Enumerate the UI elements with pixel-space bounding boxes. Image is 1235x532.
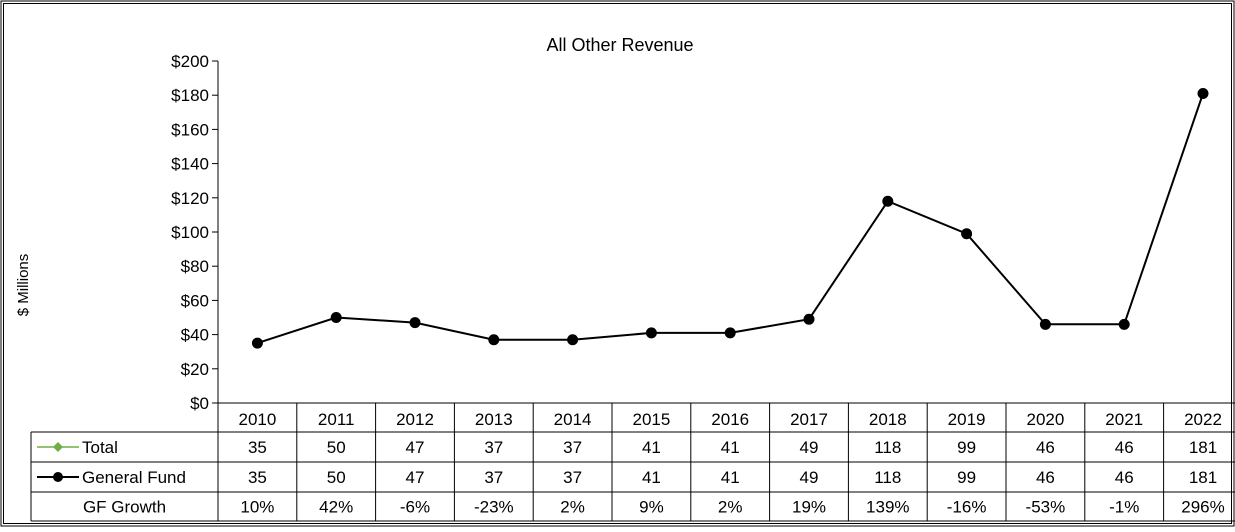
table-cell: 37: [484, 438, 503, 457]
table-cell: 46: [1115, 468, 1134, 487]
table-cell: 181: [1189, 468, 1217, 487]
table-cell: 37: [563, 468, 582, 487]
table-row-label: GF Growth: [83, 498, 166, 517]
x-tick-label: 2010: [238, 410, 276, 429]
table-cell: 41: [721, 468, 740, 487]
table-cell: 42%: [319, 498, 353, 517]
table-cell: 99: [957, 438, 976, 457]
legend-marker-circle: [53, 472, 63, 482]
table-cell: 46: [1036, 468, 1055, 487]
table-cell: 9%: [639, 498, 664, 517]
x-tick-label: 2014: [554, 410, 592, 429]
table-cell: 139%: [866, 498, 909, 517]
table-cell: 50: [327, 438, 346, 457]
table-cell: 49: [800, 438, 819, 457]
plot-area: [251, 87, 1209, 349]
table-cell: 2%: [560, 498, 585, 517]
y-axis-label: $ Millions: [15, 254, 32, 317]
y-tick-label: $60: [181, 291, 209, 310]
y-tick-label: $200: [171, 52, 209, 71]
y-tick-group: $0 $20 $40 $60 $80 $100 $120 $140 $160 $180 $200: [171, 52, 219, 413]
table-cell: 35: [248, 438, 267, 457]
x-tick-label: 2021: [1105, 410, 1143, 429]
y-tick-label: $180: [171, 86, 209, 105]
data-point: [1039, 318, 1051, 330]
table-cell: 19%: [792, 498, 826, 517]
x-tick-label: 2016: [711, 410, 749, 429]
table-cell: 37: [484, 468, 503, 487]
x-tick-label: 2019: [948, 410, 986, 429]
table-cell: 41: [642, 438, 661, 457]
table-cell: 50: [327, 468, 346, 487]
inner-border: [3, 3, 1232, 524]
table-row-label: General Fund: [82, 468, 186, 487]
table-cell: 181: [1189, 438, 1217, 457]
data-point: [724, 327, 736, 339]
data-point: [488, 334, 500, 346]
data-table: 2010 2011 2012 2013 2014 2015 2016 2017 2018 2019…: [30, 402, 1235, 522]
table-cell: 47: [406, 438, 425, 457]
y-tick-label: $0: [190, 394, 209, 413]
series-line: [257, 93, 1204, 345]
table-cell: 46: [1036, 438, 1055, 457]
y-tick-label: $80: [181, 257, 209, 276]
table-cell: -53%: [1026, 498, 1066, 517]
data-point: [882, 195, 894, 207]
y-tick-label: $140: [171, 155, 209, 174]
data-point: [251, 337, 263, 349]
table-cell: 118: [874, 468, 901, 487]
data-point: [1118, 318, 1130, 330]
table-cell: 99: [957, 468, 976, 487]
table-row-label: Total: [82, 438, 118, 457]
x-tick-label: 2012: [396, 410, 434, 429]
table-cell: -23%: [474, 498, 514, 517]
y-tick-label: $20: [181, 360, 209, 379]
x-tick-label: 2017: [790, 410, 828, 429]
table-cell: -6%: [400, 498, 430, 517]
y-tick-label: $120: [171, 189, 209, 208]
table-cell: 296%: [1181, 498, 1224, 517]
x-tick-label: 2011: [318, 410, 355, 429]
data-point: [567, 334, 579, 346]
table-cell: 46: [1115, 438, 1134, 457]
x-tick-label: 2020: [1026, 410, 1064, 429]
y-tick-label: $160: [171, 120, 209, 139]
data-point: [1197, 87, 1209, 99]
table-cell: -16%: [947, 498, 987, 517]
y-tick-label: $40: [181, 326, 209, 345]
table-cell: 41: [642, 468, 661, 487]
table-cell: 35: [248, 468, 267, 487]
table-cell: 49: [800, 468, 819, 487]
data-point: [330, 312, 342, 323]
data-point: [803, 313, 815, 325]
x-tick-label: 2018: [869, 410, 907, 429]
y-tick-label: $100: [171, 223, 209, 242]
data-point: [961, 228, 973, 240]
table-cell: 47: [406, 468, 425, 487]
x-tick-label: 2015: [632, 410, 670, 429]
x-tick-label: 2013: [475, 410, 513, 429]
data-point: [645, 327, 657, 339]
table-cell: 41: [721, 438, 740, 457]
table-cell: 2%: [718, 498, 743, 517]
table-cell: 118: [874, 438, 901, 457]
table-cell: 10%: [240, 498, 274, 517]
table-cell: 37: [563, 438, 582, 457]
table-cell: -1%: [1109, 498, 1139, 517]
x-tick-label: 2022: [1184, 410, 1222, 429]
legend-marker-diamond: [53, 442, 63, 452]
chart-title: All Other Revenue: [546, 35, 693, 55]
data-point: [409, 317, 421, 329]
